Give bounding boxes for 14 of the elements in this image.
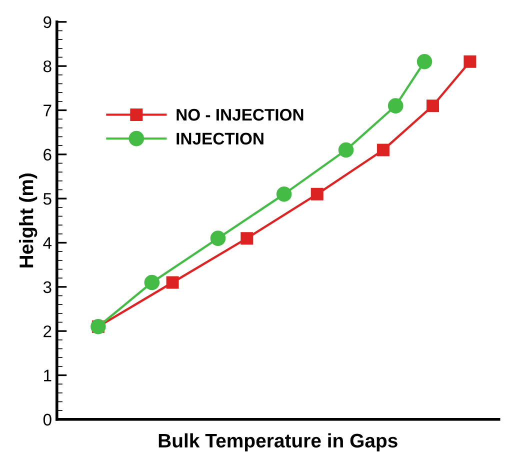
y-tick-label: 7 [44, 104, 52, 116]
y-tick-label: 2 [44, 325, 52, 338]
y-tick-label: 8 [43, 60, 52, 72]
y-tick-label: 3 [43, 281, 52, 294]
legend-label: NO - INJECTION [176, 108, 304, 121]
x-axis-title: Bulk Temperature in Gaps [158, 433, 398, 452]
y-tick-label: 0 [43, 414, 52, 426]
y-axis-title: Height (m) [19, 174, 38, 268]
y-tick-label: 4 [43, 237, 52, 249]
y-tick-label: 5 [43, 193, 52, 205]
y-tick-label: 6 [44, 148, 52, 161]
y-tick-label: 1 [44, 370, 52, 382]
legend-label: INJECTION [176, 132, 264, 145]
y-tick-label: 9 [44, 16, 52, 28]
